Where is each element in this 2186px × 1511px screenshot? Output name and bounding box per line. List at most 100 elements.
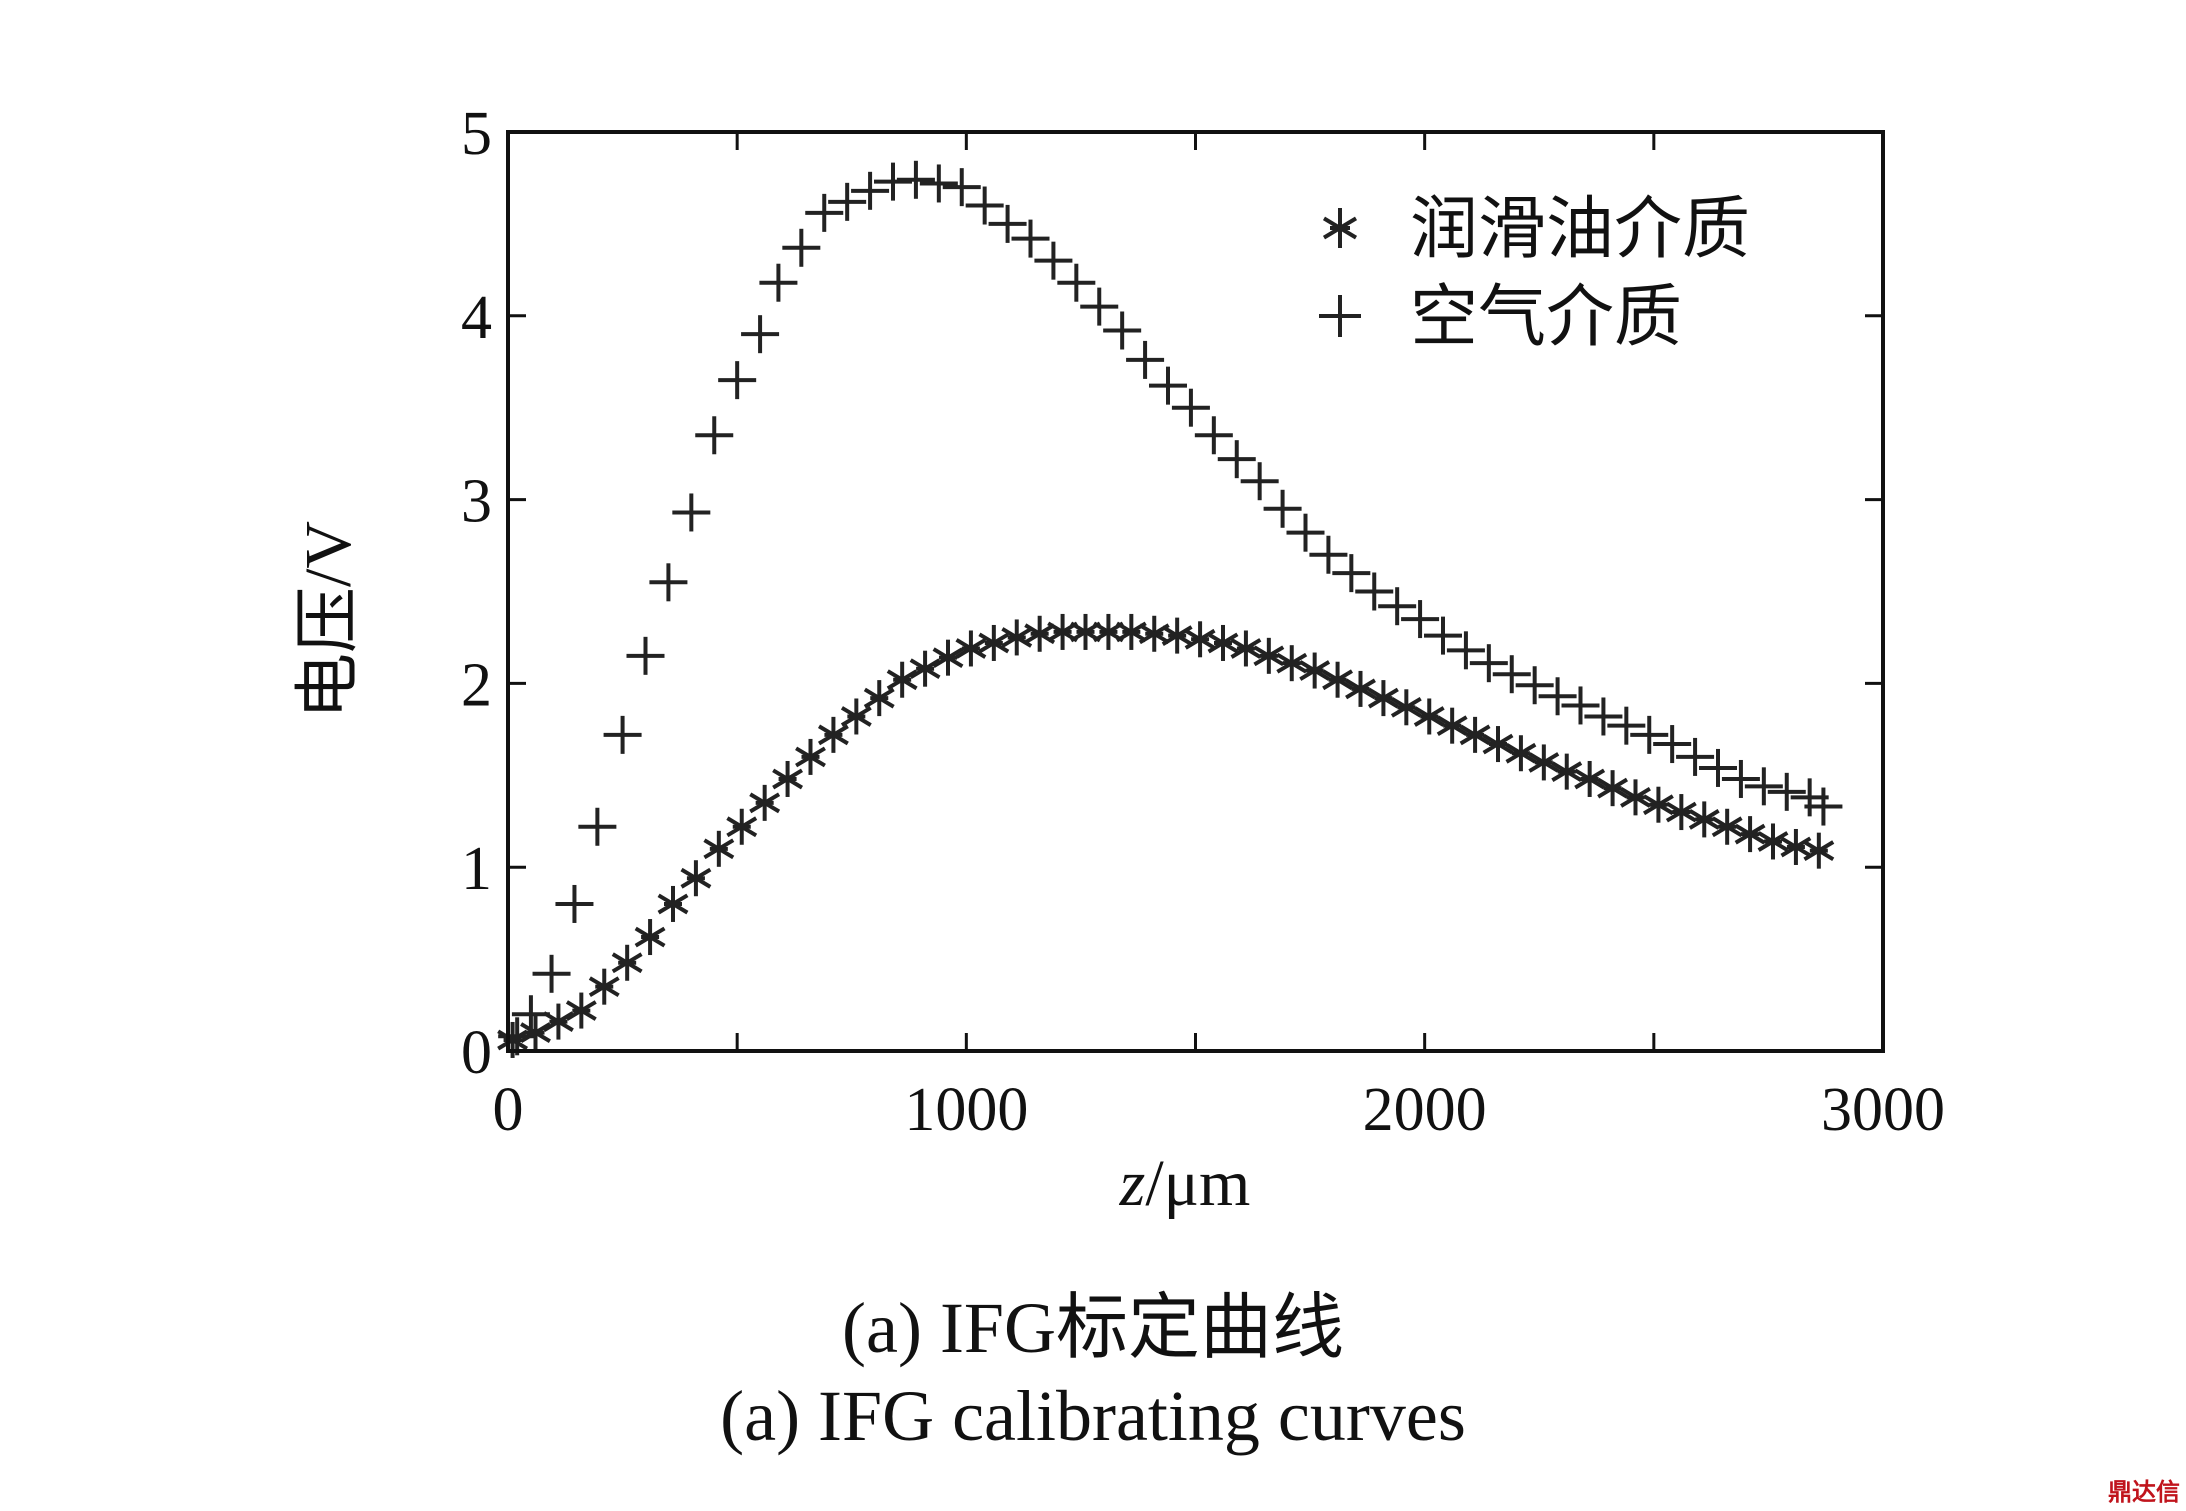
data-point-plus: [1515, 666, 1554, 705]
data-point-plus: [741, 315, 780, 354]
data-point-asterisk: [1620, 779, 1651, 816]
data-point-asterisk: [749, 784, 781, 821]
legend-plus-glyph: [1319, 295, 1361, 337]
data-point-asterisk: [1711, 808, 1743, 845]
legend-marker-plus: [1319, 295, 1361, 337]
data-point-asterisk: [955, 630, 987, 667]
data-point-plus: [1584, 697, 1623, 736]
data-point-plus: [1630, 715, 1669, 754]
data-point-asterisk: [1138, 615, 1170, 652]
data-point-asterisk: [817, 716, 849, 753]
data-point-asterisk: [863, 680, 895, 717]
data-point-asterisk: [1070, 613, 1101, 650]
data-point-asterisk: [1367, 680, 1399, 717]
data-point-plus: [649, 563, 688, 602]
caption-chinese: (a) IFG标定曲线: [842, 1288, 1344, 1368]
data-point-plus: [1744, 767, 1783, 806]
data-point-plus: [1561, 686, 1600, 725]
legend: 润滑油介质 空气介质: [1319, 190, 1750, 357]
x-axis-variable: z: [1119, 1147, 1146, 1220]
data-point-plus: [511, 995, 550, 1034]
data-point-plus: [1767, 772, 1806, 811]
data-point-plus: [1057, 263, 1096, 302]
data-point-asterisk: [840, 698, 872, 735]
data-point-asterisk: [909, 650, 941, 687]
data-point-asterisk: [1734, 816, 1766, 853]
data-point-plus: [1309, 535, 1348, 574]
data-point-asterisk: [657, 885, 689, 922]
x-tick-label: 2000: [1363, 1076, 1487, 1144]
y-tick-label: 1: [461, 835, 492, 903]
data-point-plus: [1804, 787, 1843, 826]
legend-marker-asterisk: [1322, 208, 1358, 248]
data-point-plus: [1126, 340, 1165, 379]
x-tick-labels: 0 1000 2000 3000: [493, 1076, 1946, 1144]
y-tick-label: 2: [461, 651, 492, 719]
data-point-asterisk: [565, 992, 597, 1029]
data-point-plus: [1699, 748, 1737, 787]
data-point-asterisk: [1161, 617, 1193, 654]
data-point-plus: [718, 361, 757, 400]
legend-asterisk-glyph: [1322, 208, 1358, 248]
data-point-asterisk: [932, 639, 964, 676]
plot-frame: [506, 130, 1885, 1053]
data-point-plus: [1424, 616, 1462, 655]
data-point-plus: [532, 954, 571, 993]
data-point-plus: [759, 263, 798, 302]
data-point-asterisk: [1665, 794, 1697, 831]
data-point-asterisk: [772, 760, 804, 797]
x-axis-unit: /μm: [1145, 1147, 1250, 1220]
data-point-asterisk: [886, 661, 918, 698]
data-point-asterisk: [1597, 770, 1629, 807]
x-tick-label: 3000: [1821, 1076, 1945, 1144]
data-point-plus: [896, 160, 935, 199]
x-axis-title: z/μm: [1119, 1147, 1251, 1220]
data-point-asterisk: [1505, 735, 1537, 772]
data-point-asterisk: [634, 919, 666, 956]
data-point-plus: [1332, 554, 1371, 593]
data-point-asterisk: [1436, 707, 1468, 744]
data-point-plus: [1263, 489, 1302, 528]
data-point-plus: [1171, 388, 1210, 427]
data-point-plus: [1011, 219, 1050, 258]
legend-label-air: 空气介质: [1410, 278, 1682, 357]
y-tick-label: 5: [461, 100, 492, 168]
data-point-asterisk: [795, 738, 826, 775]
data-point-asterisk: [1230, 630, 1262, 667]
data-point-plus: [578, 807, 617, 846]
data-point-asterisk: [1803, 832, 1835, 869]
data-point-asterisk: [1482, 726, 1514, 763]
data-point-plus: [1149, 366, 1187, 405]
data-point-plus: [1653, 725, 1692, 764]
data-point-plus: [942, 168, 981, 207]
data-point-plus: [1721, 759, 1760, 798]
data-point-asterisk: [1574, 760, 1606, 797]
data-point-asterisk: [1642, 786, 1674, 823]
data-point-asterisk: [1115, 613, 1147, 650]
data-point-asterisk: [680, 860, 712, 897]
data-point-asterisk: [1345, 670, 1376, 707]
data-point-plus: [1676, 737, 1715, 776]
data-point-plus: [1378, 587, 1417, 626]
data-point-plus: [555, 884, 594, 923]
data-point-asterisk: [978, 624, 1010, 661]
data-point-plus: [1469, 644, 1508, 683]
data-point-plus: [1240, 462, 1279, 501]
data-point-plus: [1355, 572, 1394, 611]
data-point-asterisk: [1322, 661, 1354, 698]
data-point-asterisk: [1253, 637, 1285, 674]
data-point-plus: [828, 182, 867, 221]
data-point-plus: [603, 715, 642, 754]
data-point-asterisk: [542, 1003, 574, 1040]
data-point-plus: [1446, 631, 1485, 670]
data-point-plus: [1492, 655, 1531, 694]
data-point-asterisk: [726, 808, 758, 845]
data-point-asterisk: [1207, 624, 1239, 661]
data-point-plus: [851, 171, 890, 210]
data-point-plus: [626, 636, 665, 675]
x-tick-label: 1000: [904, 1076, 1028, 1144]
data-point-plus: [965, 186, 1004, 225]
data-point-plus: [695, 416, 734, 455]
data-point-plus: [1286, 513, 1325, 552]
